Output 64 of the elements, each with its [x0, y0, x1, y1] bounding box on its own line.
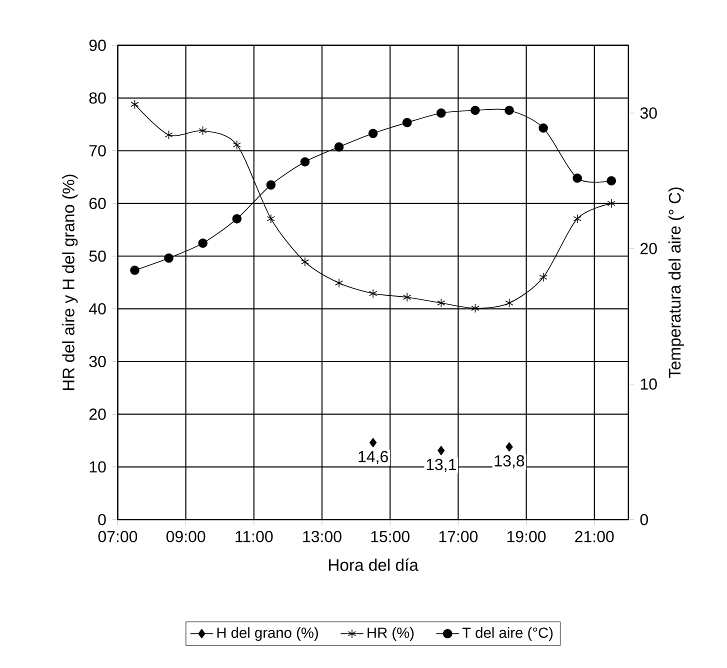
- point: [436, 108, 446, 118]
- point: [607, 198, 616, 208]
- x-tick-label: 19:00: [507, 530, 546, 542]
- y-tick-label: 70: [89, 145, 106, 156]
- point: [369, 438, 377, 448]
- point: [198, 126, 207, 136]
- data-label: 13,8: [494, 455, 524, 468]
- point: [368, 128, 378, 138]
- x-tick-label: 15:00: [371, 530, 410, 542]
- point: [300, 257, 310, 267]
- legend-label: T del aire (°C): [462, 627, 553, 641]
- point: [403, 292, 412, 302]
- y2-tick-label: 30: [640, 107, 657, 119]
- y-tick-label: 30: [89, 356, 106, 368]
- point: [506, 442, 513, 452]
- x-tick-label: 21:00: [575, 530, 614, 542]
- point: [438, 446, 445, 456]
- point: [402, 118, 412, 128]
- y-axis-title: HR del aire y H del grano (%): [62, 174, 78, 390]
- y-tick-label: 20: [89, 408, 106, 420]
- point: [300, 157, 310, 167]
- point: [471, 304, 480, 313]
- y2-tick-label: 0: [640, 514, 648, 526]
- point: [437, 298, 446, 308]
- point: [538, 123, 548, 133]
- data-label: 14,6: [358, 450, 388, 464]
- point: [572, 173, 582, 183]
- x-axis-title: Hora del día: [329, 558, 418, 571]
- legend-label: H del grano (%): [217, 627, 318, 641]
- point: [470, 106, 480, 116]
- y2-tick-label: 10: [640, 378, 657, 390]
- point: [164, 253, 174, 263]
- point: [504, 106, 514, 116]
- y2-tick-label: 20: [640, 242, 657, 254]
- point: [164, 130, 173, 140]
- legend-label: HR (%): [368, 627, 414, 641]
- point: [606, 176, 616, 186]
- x-tick-label: 17:00: [439, 530, 478, 542]
- point: [539, 272, 548, 282]
- point: [368, 288, 378, 298]
- point: [266, 214, 276, 224]
- point: [334, 142, 344, 152]
- x-tick-label: 13:00: [303, 530, 342, 542]
- point: [266, 180, 276, 190]
- point: [130, 266, 140, 275]
- x-tick-label: 07:00: [98, 530, 138, 542]
- point: [232, 140, 241, 150]
- y-tick-label: 90: [89, 40, 106, 51]
- point: [232, 214, 242, 224]
- data-label: 13,1: [426, 458, 456, 472]
- y-tick-label: 80: [89, 92, 106, 104]
- x-tick-label: 09:00: [166, 530, 206, 542]
- y2-axis-title: Temperatura del aire (° C): [668, 188, 684, 378]
- point: [198, 238, 208, 248]
- y-tick-label: 60: [89, 198, 106, 210]
- y-tick-label: 40: [89, 303, 106, 314]
- y-tick-label: 50: [89, 250, 106, 262]
- point: [573, 214, 582, 224]
- point: [505, 298, 514, 308]
- point: [334, 278, 344, 288]
- x-tick-label: 11:00: [236, 530, 273, 542]
- y-tick-label: 0: [98, 514, 106, 526]
- y-tick-label: 10: [90, 461, 106, 473]
- point: [130, 100, 139, 110]
